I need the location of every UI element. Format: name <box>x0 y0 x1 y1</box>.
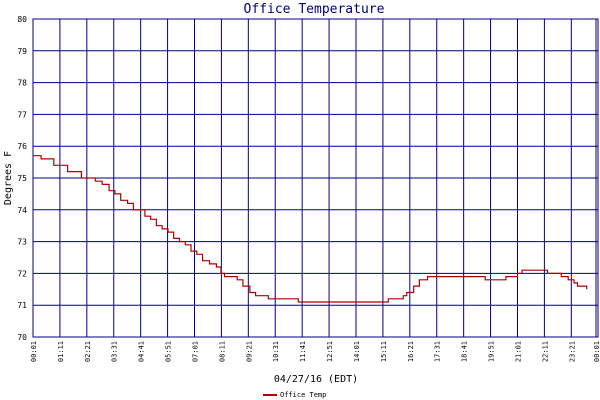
y-tick-label: 71 <box>17 301 27 310</box>
x-tick-label: 21:01 <box>514 341 522 362</box>
x-tick-label: 16:21 <box>407 341 415 362</box>
y-axis-ticks: 70 71 72 73 74 75 76 77 78 79 80 <box>17 15 27 342</box>
x-tick-label: 15:11 <box>380 341 388 362</box>
y-tick-label: 77 <box>17 110 27 119</box>
x-tick-label: 22:11 <box>541 341 549 362</box>
series <box>33 155 588 303</box>
x-tick-label: 09:21 <box>245 341 253 362</box>
y-axis-label: Degrees F <box>3 151 14 205</box>
y-tick-label: 74 <box>17 206 27 215</box>
x-tick-label: 11:41 <box>299 341 307 362</box>
x-tick-label: 02:21 <box>84 341 92 362</box>
x-tick-label: 17:31 <box>434 341 442 362</box>
x-tick-label: 14:01 <box>353 341 361 362</box>
y-tick-label: 76 <box>17 142 27 151</box>
x-tick-label: 00:01 <box>593 341 600 362</box>
y-tick-label: 72 <box>17 269 27 278</box>
x-tick-label: 08:11 <box>218 341 226 362</box>
x-tick-label: 23:21 <box>568 341 576 362</box>
y-tick-label: 78 <box>17 79 27 88</box>
x-tick-label: 12:51 <box>326 341 334 362</box>
grid <box>32 18 599 338</box>
x-tick-label: 03:31 <box>111 341 119 362</box>
x-tick-label: 10:31 <box>272 341 280 362</box>
x-tick-label: 04:41 <box>138 341 146 362</box>
x-axis-label: 04/27/16 (EDT) <box>274 374 358 385</box>
x-tick-label: 19:51 <box>488 341 496 362</box>
x-axis-ticks: 00:01 01:11 02:21 03:31 04:41 05:51 07:01 08:11… <box>30 341 600 362</box>
y-tick-label: 70 <box>17 333 27 342</box>
x-tick-label: 05:51 <box>165 341 173 362</box>
x-tick-label: 07:01 <box>191 341 199 362</box>
x-tick-label: 00:01 <box>30 341 38 362</box>
series-line-office-temp <box>33 155 588 303</box>
y-tick-label: 73 <box>17 238 27 247</box>
y-tick-label: 80 <box>17 15 27 24</box>
y-tick-label: 75 <box>17 174 27 183</box>
x-tick-label: 18:41 <box>461 341 469 362</box>
legend: Office Temp <box>263 391 326 399</box>
x-tick-label: 01:11 <box>57 341 65 362</box>
legend-label: Office Temp <box>280 391 326 399</box>
y-tick-label: 79 <box>17 47 27 56</box>
chart-title: Office Temperature <box>244 2 385 17</box>
